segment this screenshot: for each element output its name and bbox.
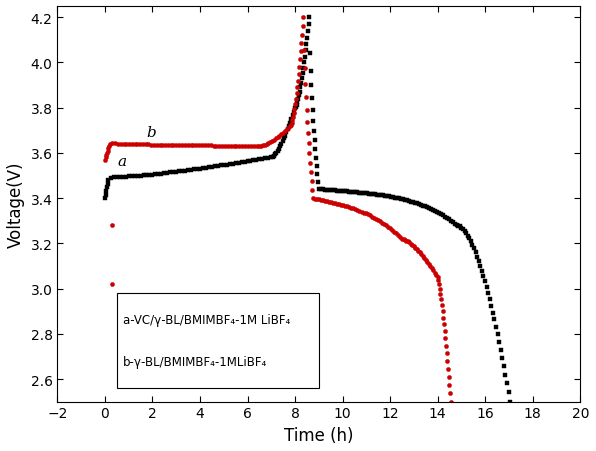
Y-axis label: Voltage(V): Voltage(V) [7,161,25,248]
FancyBboxPatch shape [117,294,319,388]
Text: b-γ-BL/BMIMBF₄-1MLiBF₄: b-γ-BL/BMIMBF₄-1MLiBF₄ [123,355,267,368]
Text: b: b [147,126,156,140]
X-axis label: Time (h): Time (h) [284,426,353,444]
Text: a-VC/γ-BL/BMIMBF₄-1M LiBF₄: a-VC/γ-BL/BMIMBF₄-1M LiBF₄ [123,313,290,327]
Text: a: a [118,155,127,169]
